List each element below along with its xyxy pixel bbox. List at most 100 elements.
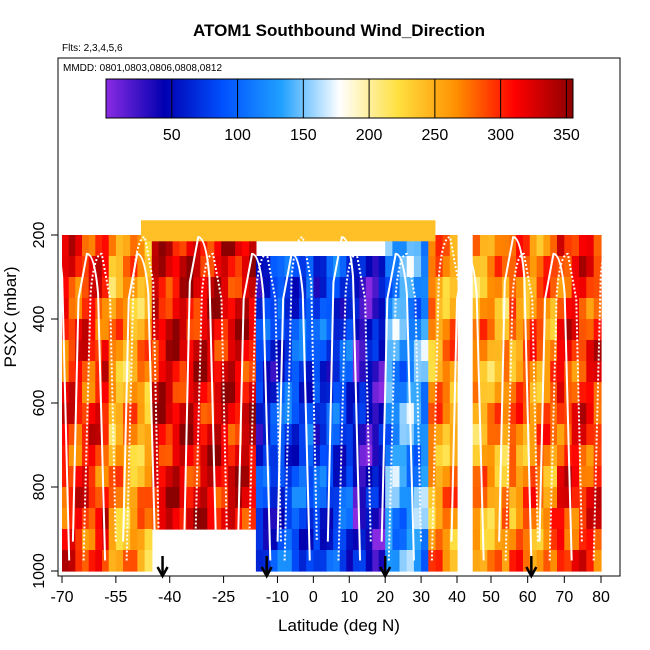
heat-cell (313, 382, 321, 404)
heat-cell (550, 277, 558, 299)
heat-cell (200, 466, 208, 488)
heat-cell (306, 382, 314, 404)
heat-cell (472, 361, 481, 383)
heat-cell (421, 529, 429, 551)
heat-cell (579, 466, 587, 488)
heat-cell (319, 424, 328, 446)
heat-cell (536, 361, 544, 383)
heat-cell (392, 550, 401, 572)
heat-cell (406, 319, 415, 341)
heat-cell (359, 319, 367, 341)
heat-cell (151, 319, 160, 341)
heat-cell (151, 403, 160, 425)
heat-cell (144, 340, 153, 362)
heat-cell (75, 487, 83, 509)
heat-cell (543, 487, 551, 509)
heat-cell (339, 487, 347, 509)
heat-cell (449, 256, 458, 278)
heat-cell (319, 466, 328, 488)
heat-cell (165, 235, 174, 257)
heat-cell (221, 256, 229, 278)
heat-cell (319, 529, 328, 551)
heat-cell (516, 277, 524, 299)
heat-cell (509, 445, 517, 467)
heat-cell (365, 340, 373, 362)
heat-cell (502, 445, 510, 467)
heat-cell (88, 466, 96, 488)
heat-cell (372, 277, 380, 299)
heat-cell (529, 424, 538, 446)
heat-cell (193, 424, 201, 446)
heat-cell (372, 550, 380, 572)
heat-cell (207, 424, 215, 446)
heat-cell (352, 319, 360, 341)
heat-cell (399, 277, 408, 299)
flight-profile-line (35, 236, 71, 561)
heat-cell (435, 382, 444, 404)
heat-cell (313, 529, 321, 551)
heat-cell (313, 340, 321, 362)
heat-cell (277, 277, 286, 299)
heat-cell (593, 445, 602, 467)
heat-cell (550, 529, 558, 551)
heat-cell (130, 235, 138, 257)
heat-cell (333, 508, 341, 530)
heat-cell (242, 466, 250, 488)
heat-cell (263, 487, 271, 509)
heat-cell (186, 445, 194, 467)
heat-cell (62, 487, 70, 509)
heat-cell (115, 277, 124, 299)
heat-cell (392, 403, 401, 425)
heat-cell (115, 445, 124, 467)
heat-cell (428, 382, 437, 404)
heat-cell (480, 508, 488, 530)
heat-cell (277, 466, 286, 488)
heat-cell (200, 340, 208, 362)
heat-cell (333, 403, 341, 425)
heat-cell (536, 445, 544, 467)
heat-cell (313, 319, 321, 341)
heat-cell (306, 466, 314, 488)
heat-cell (270, 382, 279, 404)
heat-cell (413, 529, 422, 551)
heat-cell (442, 382, 451, 404)
heat-cell (326, 277, 334, 299)
x-tick-label: 10 (340, 589, 358, 606)
heat-cell (494, 550, 503, 572)
y-tick-label: 400 (31, 306, 48, 333)
heat-cell (291, 382, 300, 404)
heat-cell (207, 445, 215, 467)
heat-cell (579, 529, 587, 551)
heat-cell (413, 340, 422, 362)
heat-cell (593, 487, 602, 509)
heat-cell (339, 403, 347, 425)
heat-cell (480, 340, 488, 362)
heat-cell (235, 298, 243, 320)
heat-cell (68, 445, 76, 467)
heat-cell (564, 487, 573, 509)
heat-cell (421, 319, 429, 341)
heat-cell (144, 508, 153, 530)
heat-cell (352, 487, 360, 509)
heat-cell (557, 508, 565, 530)
heat-cell (242, 445, 250, 467)
heat-cell (108, 319, 117, 341)
heat-cell (88, 529, 96, 551)
heat-cell (68, 382, 76, 404)
heat-cell (115, 361, 124, 383)
heat-cell (158, 466, 167, 488)
heat-cell (571, 256, 580, 278)
heat-cell (88, 424, 96, 446)
heat-cell (306, 340, 314, 362)
heat-cell (144, 361, 153, 383)
heat-cell (557, 382, 565, 404)
heat-cell (392, 445, 401, 467)
heat-cell (102, 235, 110, 257)
heat-cell (413, 487, 422, 509)
heat-cell (487, 403, 496, 425)
heat-cell (115, 508, 124, 530)
heat-cell (108, 487, 117, 509)
heat-cell (571, 319, 580, 341)
heat-cell (193, 487, 201, 509)
